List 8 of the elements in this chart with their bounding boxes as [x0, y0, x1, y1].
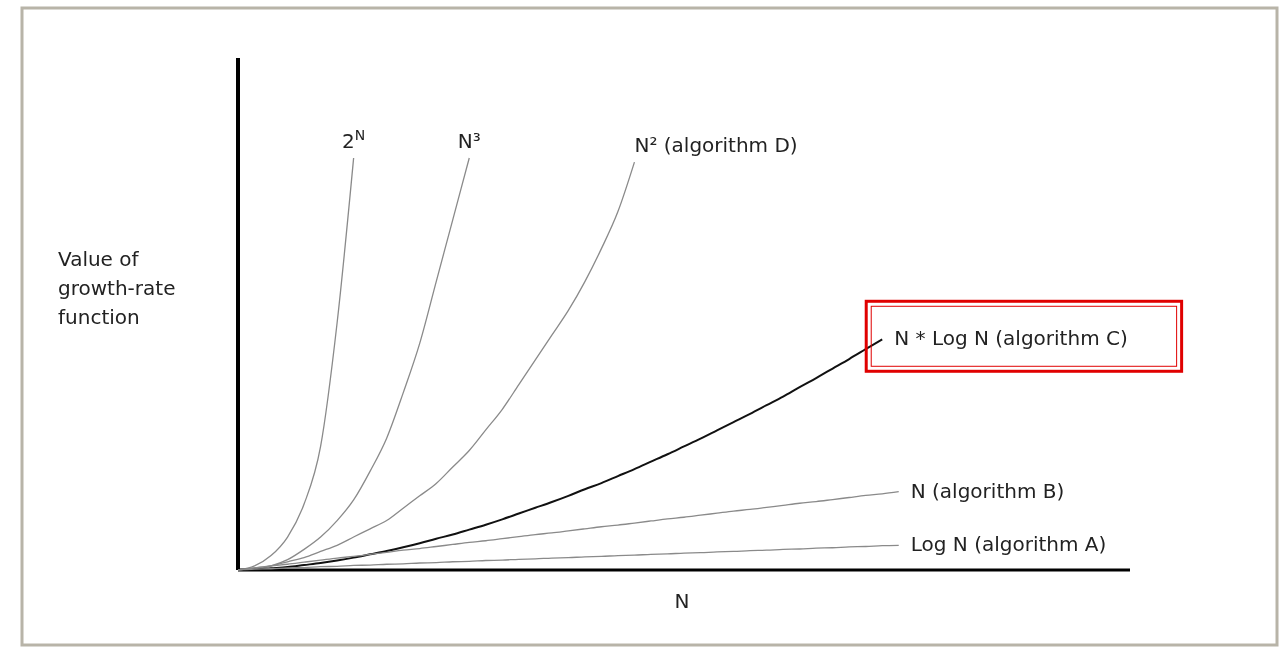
- series-label: N² (algorithm D): [634, 133, 798, 158]
- series-label: N * Log N (algorithm C): [894, 326, 1128, 351]
- series-label: N (algorithm B): [910, 478, 1065, 503]
- x-axis-title: N: [674, 589, 690, 613]
- series-label: Log N (algorithm A): [910, 532, 1107, 557]
- series-label: 2$^{N}$: [342, 127, 366, 153]
- y-axis-title: Value of growth-rate function: [58, 247, 176, 329]
- series-label: N³: [457, 129, 481, 153]
